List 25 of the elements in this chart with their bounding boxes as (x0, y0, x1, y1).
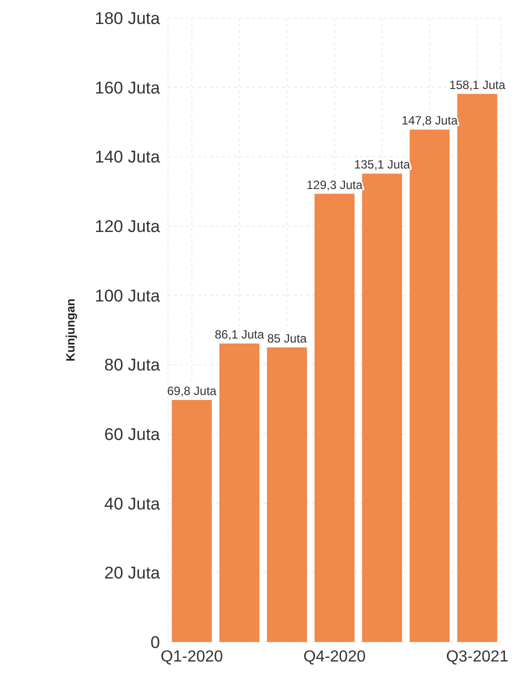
y-tick-label: 80 Juta (104, 356, 161, 375)
x-tick-label: Q4-2020 (303, 648, 366, 666)
y-tick-label: 100 Juta (94, 286, 161, 306)
bar (457, 94, 498, 642)
data-label: 69,8 Juta (167, 384, 217, 398)
x-tick-label: Q1-2020 (160, 648, 224, 666)
y-tick-label: 20 Juta (104, 564, 161, 583)
y-tick-label: 60 Juta (104, 425, 161, 444)
y-tick-label: 120 Juta (94, 217, 161, 236)
data-label: 158,1 Juta (449, 78, 506, 92)
bar (219, 344, 260, 642)
bar (362, 174, 402, 642)
y-tick-label: 180 Juta (94, 9, 161, 28)
y-tick-label: 140 Juta (94, 148, 161, 167)
bar (410, 130, 450, 642)
y-tick-label: 0 (150, 633, 160, 652)
bar (314, 194, 355, 642)
y-tick-label: 160 Juta (94, 78, 161, 98)
data-label: 85 Juta (267, 331, 307, 346)
bar (266, 347, 307, 642)
y-axis-title: Kunjungan (63, 298, 78, 362)
bar (172, 400, 212, 642)
x-tick-label: Q3-2021 (446, 648, 508, 666)
y-tick-label: 40 Juta (104, 494, 161, 514)
data-label: 86,1 Juta (214, 328, 264, 342)
